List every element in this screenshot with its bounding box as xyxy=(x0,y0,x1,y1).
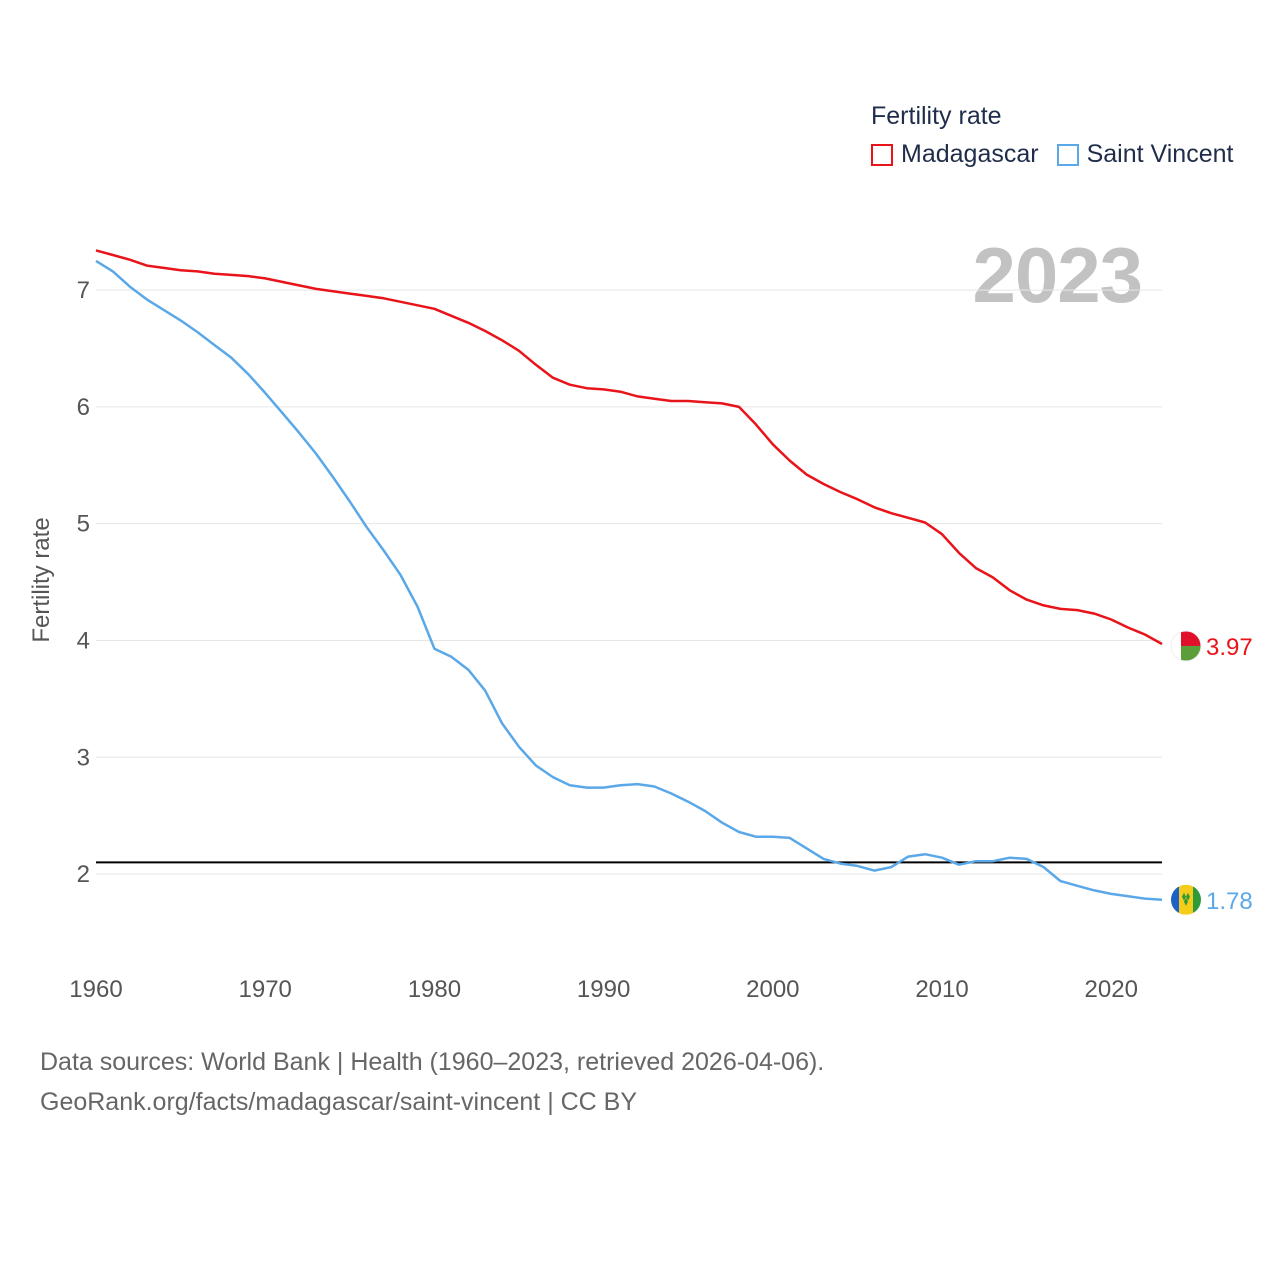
series-lines xyxy=(95,249,1163,902)
y-tick-label: 4 xyxy=(77,627,90,654)
legend-item-saint-vincent[interactable]: Saint Vincent xyxy=(1056,140,1234,169)
x-tick-label: 1960 xyxy=(69,976,122,1003)
saint-vincent-end-value: 1.78 xyxy=(1206,888,1253,915)
y-tick-label: 2 xyxy=(77,861,90,888)
year-label: 2023 xyxy=(972,231,1143,319)
legend-title: Fertility rate xyxy=(871,102,1002,130)
source-url-text[interactable]: GeoRank.org/facts/madagascar/saint-vince… xyxy=(40,1088,638,1116)
y-axis-ticks: 2 3 4 5 6 7 xyxy=(77,277,90,888)
x-tick-label: 2000 xyxy=(746,976,799,1003)
madagascar-swatch xyxy=(871,143,893,166)
x-tick-label: 2020 xyxy=(1085,976,1138,1003)
gridlines xyxy=(96,289,1162,875)
legend-label-saint-vincent: Saint Vincent xyxy=(1086,140,1234,168)
y-tick-label: 5 xyxy=(77,511,90,538)
madagascar-line xyxy=(95,249,1163,646)
saint-vincent-line xyxy=(95,259,1163,902)
footer: Data sources: World Bank | Health (1960–… xyxy=(40,1042,824,1122)
x-tick-label: 1980 xyxy=(408,976,461,1003)
y-tick-label: 7 xyxy=(77,277,90,304)
x-tick-label: 1990 xyxy=(577,976,630,1003)
end-markers: 3.97 1.78 xyxy=(1170,630,1253,915)
legend: Fertility rate Madagascar Saint Vincent xyxy=(871,100,1251,169)
y-tick-label: 6 xyxy=(77,394,90,421)
legend-item-madagascar[interactable]: Madagascar xyxy=(871,140,1039,169)
line-chart: 2 3 4 5 6 7 1960 1970 1980 1990 2000 2010 2020 3.97… xyxy=(69,249,1253,1003)
madagascar-flag-icon xyxy=(1170,630,1202,662)
y-tick-label: 3 xyxy=(77,744,90,771)
saint-vincent-flag-icon xyxy=(1171,884,1201,915)
data-sources-text: Data sources: World Bank | Health (1960–… xyxy=(40,1048,825,1076)
x-axis-ticks: 1960 1970 1980 1990 2000 2010 2020 xyxy=(69,976,1138,1003)
x-tick-label: 1970 xyxy=(239,976,292,1003)
saint-vincent-swatch xyxy=(1056,143,1079,166)
x-tick-label: 2010 xyxy=(915,976,968,1003)
legend-label-madagascar: Madagascar xyxy=(901,140,1039,168)
madagascar-end-value: 3.97 xyxy=(1206,634,1253,661)
